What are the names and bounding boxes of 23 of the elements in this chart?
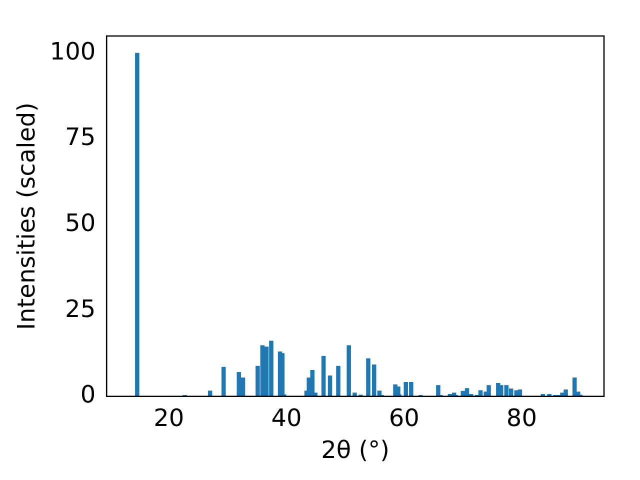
y-tick-label: 50 [65,209,96,238]
y-tick-label: 25 [65,294,96,323]
x-tick-label: 80 [506,404,537,432]
y-tick-label: 0 [80,380,96,409]
y-axis-title: Intensities (scaled) [12,102,41,330]
bar [280,353,285,396]
bar [436,385,440,396]
bar [221,366,226,396]
x-tick-label: 60 [388,404,420,432]
bar [236,372,242,396]
x-tick-label: 40 [271,404,302,432]
bar [328,375,332,396]
y-tick-label: 100 [50,37,96,66]
y-tick-label: 75 [65,123,96,152]
bar [486,385,491,396]
bar [135,52,140,396]
bar [564,390,568,396]
bar [321,356,326,396]
bar [336,366,340,396]
bar [478,390,483,396]
x-tick-label: 20 [154,404,184,432]
bar [464,388,470,396]
x-axis-title: 2θ (°) [321,436,390,464]
